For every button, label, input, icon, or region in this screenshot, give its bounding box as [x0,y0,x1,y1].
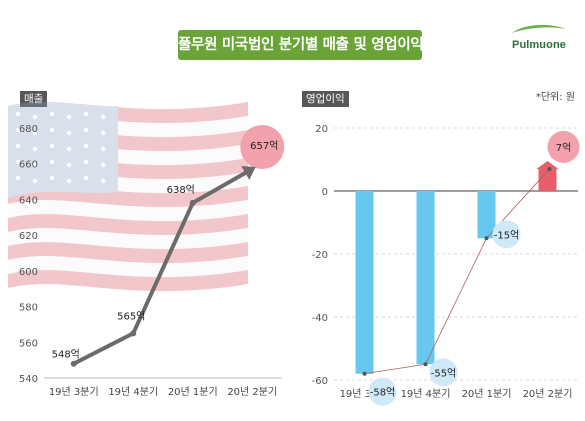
sales-data-point [189,199,196,206]
sales-data-label: 548억 [52,349,80,361]
x-tick-label: 20년 1분기 [168,386,218,398]
label-bubble [429,358,458,387]
y-tick-label: 620 [19,231,38,242]
logo-text: Pulmuone [512,39,566,51]
y-tick-label: -60 [312,376,328,387]
x-tick-label: 19년 4분기 [108,386,158,398]
y-tick-label: 20 [315,124,328,135]
y-tick-label: 540 [19,374,38,385]
profit-data-point [423,362,428,367]
profit-data-label: 7억 [556,142,572,154]
x-tick-label: 19년 3분기 [49,386,99,398]
sales-data-point [70,360,77,367]
profit-data-label: -55억 [431,367,457,379]
label-bubble [368,377,397,406]
x-tick-label: 20년 1분기 [462,388,512,400]
profit-bar [355,191,374,374]
profit-bar [477,191,496,239]
y-tick-label: 680 [19,124,38,135]
sales-data-label: 638억 [167,184,195,196]
y-tick-label: 660 [19,160,38,171]
profit-trend-line [364,168,550,375]
profit-data-label: -15억 [494,229,520,241]
profit-bar [416,191,435,365]
x-tick-label: 20년 2분기 [227,386,277,398]
sales-series-line [72,167,254,366]
y-tick-label: -40 [312,313,328,324]
profit-data-point [547,166,552,171]
sales-data-label: 657억 [250,140,278,152]
profit-bar [538,168,557,191]
profit-data-point [362,371,367,376]
y-tick-label: 640 [19,195,38,206]
label-bubble [492,220,521,249]
unit-note: *단위: 원 [535,92,575,103]
leaf-swoosh-icon [512,24,566,33]
profit-data-label: -58억 [370,387,396,399]
x-tick-label: 19년 4분기 [401,388,451,400]
page-title: 풀무원 미국법인 분기별 매출 및 영업이익 추이 [178,30,422,60]
y-tick-label: 560 [19,338,38,349]
highlight-bubble [240,124,285,169]
y-tick-label: 600 [19,267,38,278]
sales-data-point [130,330,137,337]
profit-data-point [484,236,489,241]
up-arrow-icon [536,160,559,169]
y-tick-label: 0 [322,187,328,198]
highlight-bubble [547,130,580,163]
x-tick-label: 20년 2분기 [523,388,573,400]
operating-profit-section-label: 영업이익 [302,91,349,107]
y-tick-label: -20 [312,250,328,261]
arrow-head-icon [241,165,256,180]
y-tick-label: 580 [19,303,38,314]
sales-data-label: 565억 [117,310,145,322]
sales-section-label: 매출 [20,91,48,107]
pulmuone-logo: Pulmuone [506,22,572,56]
